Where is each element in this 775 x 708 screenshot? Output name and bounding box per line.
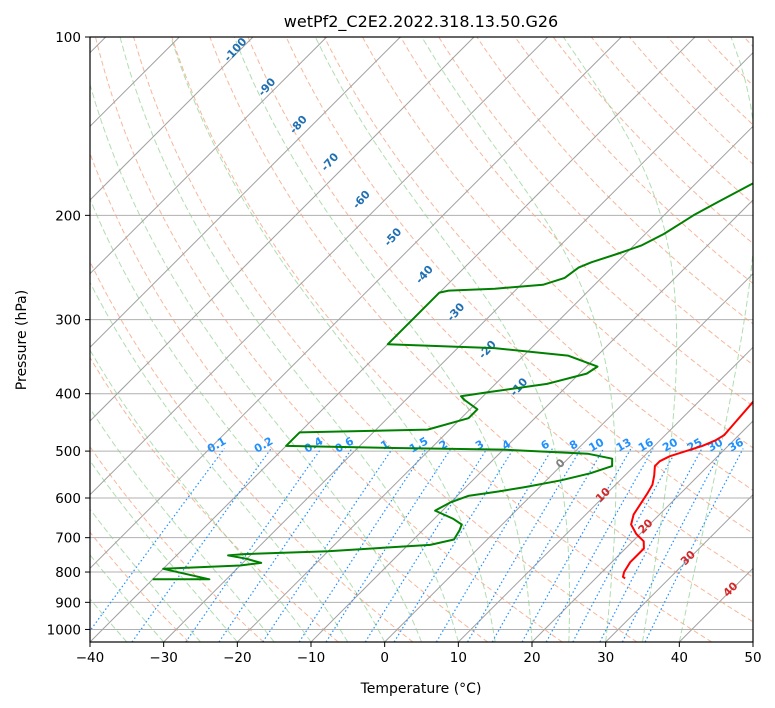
isotherms xyxy=(90,37,753,642)
moist-adiabat-line xyxy=(170,37,496,642)
dry-adiabat-line xyxy=(171,37,712,642)
moist-adiabat-line xyxy=(90,82,422,642)
dry-adiabat-line xyxy=(90,356,339,642)
dry-adiabat-line xyxy=(438,37,753,366)
plot-frame xyxy=(89,36,754,643)
profile-series xyxy=(152,182,753,581)
y-tick-label: 900 xyxy=(55,595,81,611)
dry-adiabat-line xyxy=(133,37,638,642)
x-tick-label: −40 xyxy=(76,650,105,666)
mixing-ratio-line xyxy=(393,448,515,642)
dry-adiabat-line xyxy=(95,37,563,642)
y-tick-label: 200 xyxy=(55,208,81,224)
dry-adiabat-line xyxy=(323,37,753,491)
isotherm-line xyxy=(90,37,475,422)
isotherm-line xyxy=(531,420,753,642)
isotherm-line xyxy=(310,199,753,642)
moist-adiabat-line xyxy=(90,508,201,642)
x-tick-label: 30 xyxy=(597,650,614,666)
x-tick-label: 20 xyxy=(523,650,540,666)
x-tick-label: 0 xyxy=(380,650,389,666)
isotherm-line xyxy=(90,37,549,496)
mixing-ratio-line xyxy=(572,448,678,642)
isotherm-line xyxy=(236,125,753,642)
mixing-ratio-line xyxy=(131,448,272,642)
isotherm-line xyxy=(605,493,753,642)
x-axis-label: Temperature (°C) xyxy=(360,681,482,697)
y-tick-label: 1000 xyxy=(47,622,81,638)
dry-adiabat-line xyxy=(247,37,753,578)
isotherm-line xyxy=(384,272,753,642)
mixing-ratio-lines xyxy=(90,448,744,642)
x-tick-label: −20 xyxy=(223,650,252,666)
y-tick-label: 800 xyxy=(55,565,81,581)
isotherm-line xyxy=(90,37,622,570)
mixing-ratio-line xyxy=(218,448,353,642)
chart-title: wetPf2_C2E2.2022.318.13.50.G26 xyxy=(284,12,558,32)
y-tick-label: 100 xyxy=(55,30,81,46)
moist-adiabat-line xyxy=(90,349,312,642)
moist-adiabat-line xyxy=(90,407,275,642)
isotherm-line xyxy=(90,37,401,349)
temperature-profile-line xyxy=(622,400,753,580)
x-tick-label: 50 xyxy=(744,650,761,666)
dry-adiabat-line xyxy=(285,37,753,534)
isotherm-line xyxy=(90,37,328,275)
y-tick-label: 500 xyxy=(55,444,81,460)
y-tick-label: 600 xyxy=(55,491,81,507)
moist-adiabat-line xyxy=(314,37,570,642)
x-tick-label: −10 xyxy=(297,650,326,666)
moist-adiabat-line xyxy=(678,37,753,642)
mixing-ratio-line xyxy=(262,448,393,642)
moist-adiabat-line xyxy=(90,460,238,642)
dry-adiabat-line xyxy=(90,151,488,642)
mixing-ratio-line xyxy=(644,448,744,642)
mixing-ratio-line xyxy=(466,448,582,642)
mixing-ratio-line xyxy=(491,448,605,642)
x-tick-label: −30 xyxy=(149,650,178,666)
x-tick-label: 10 xyxy=(450,650,467,666)
mixing-ratio-line xyxy=(621,448,723,642)
mixing-ratio-line xyxy=(364,448,488,642)
y-tick-label: 300 xyxy=(55,313,81,329)
dry-adiabat-line xyxy=(209,37,753,623)
dry-adiabat-line xyxy=(90,445,264,642)
mixing-ratio-line xyxy=(185,448,322,642)
axis-ticks: −40 −30 −20 −10 0 10 20 30 40 50 100 200 300 400 500 60… xyxy=(47,30,762,666)
x-tick-label: 40 xyxy=(671,650,688,666)
dry-adiabat-line xyxy=(400,37,753,407)
mixing-ratio-line xyxy=(325,448,452,642)
moist-adiabat-line xyxy=(90,598,128,642)
dewpoint-profile-line xyxy=(152,182,753,581)
y-tick-label: 400 xyxy=(55,387,81,403)
isotherm-line xyxy=(457,346,753,642)
dry-adiabat-line xyxy=(362,37,753,449)
isotherm-line xyxy=(90,37,254,201)
moist-adiabat-line xyxy=(562,37,678,642)
moist-adiabat-line xyxy=(90,197,386,642)
moist-adiabat-line xyxy=(119,37,459,642)
dry-adiabat-line xyxy=(90,531,190,642)
isotherm-line xyxy=(163,51,753,642)
mixing-ratio-line xyxy=(298,448,427,642)
mixing-ratio-line xyxy=(599,448,703,642)
y-tick-label: 700 xyxy=(55,531,81,547)
y-axis-label: Pressure (hPa) xyxy=(14,290,30,390)
moist-adiabat-line xyxy=(421,37,617,642)
mixing-ratio-line xyxy=(90,448,225,632)
moist-adiabat-line xyxy=(90,554,165,642)
dry-adiabat-line xyxy=(514,37,753,285)
